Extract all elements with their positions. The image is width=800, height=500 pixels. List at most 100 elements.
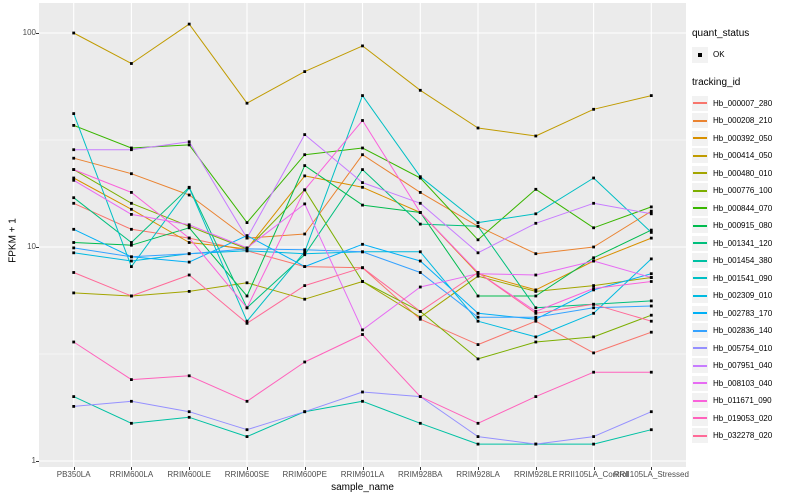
legend-item-Hb_007951_040: Hb_007951_040 <box>692 357 798 375</box>
data-point <box>534 317 538 321</box>
data-point <box>72 112 76 115</box>
legend-label: Hb_000007_280 <box>713 98 773 108</box>
data-point <box>649 276 653 279</box>
data-point <box>534 310 538 313</box>
data-point <box>187 186 191 190</box>
data-point <box>534 273 538 277</box>
data-point <box>534 335 538 339</box>
x-tick-mark <box>362 467 364 470</box>
series-color-line-icon <box>693 434 707 437</box>
data-point <box>592 302 595 306</box>
data-point <box>361 44 364 48</box>
legend-item-Hb_000844_070: Hb_000844_070 <box>692 200 798 218</box>
legend-item-Hb_008103_040: Hb_008103_040 <box>692 375 798 393</box>
data-point <box>130 172 133 176</box>
data-point <box>418 201 422 205</box>
legend-item-Hb_000776_100: Hb_000776_100 <box>692 182 798 200</box>
legend-item-Hb_001454_380: Hb_001454_380 <box>692 252 798 270</box>
data-point <box>361 153 364 157</box>
x-tick-mark <box>651 467 653 470</box>
data-point <box>592 370 595 374</box>
y-tick-mark <box>36 461 39 462</box>
data-point <box>72 124 76 127</box>
data-point <box>476 126 480 130</box>
legend-item-Hb_000208_210: Hb_000208_210 <box>692 112 798 130</box>
legend-label: Hb_000915_080 <box>713 221 773 231</box>
data-point <box>361 94 364 97</box>
data-point <box>649 299 653 303</box>
legend-key-swatch <box>692 235 708 251</box>
x-tick-mark <box>189 467 191 470</box>
data-point <box>361 328 364 332</box>
legend-key-swatch <box>692 253 708 269</box>
legend-item-Hb_001541_090: Hb_001541_090 <box>692 270 798 288</box>
black-point-icon <box>698 52 702 57</box>
y-axis-title: FPKM + 1 <box>7 218 19 263</box>
legend-label-ok: OK <box>713 50 725 60</box>
data-point <box>534 395 538 398</box>
data-point <box>418 317 422 321</box>
legend-label: Hb_000414_050 <box>713 151 773 161</box>
data-point <box>592 284 595 287</box>
data-point <box>130 241 133 244</box>
data-point <box>534 442 538 446</box>
data-point <box>418 259 422 263</box>
legend-item-Hb_000915_080: Hb_000915_080 <box>692 217 798 235</box>
data-point <box>187 260 191 264</box>
data-point <box>72 176 76 180</box>
x-tick-label: RRIM600LA <box>109 470 154 479</box>
data-point <box>187 193 191 197</box>
data-point <box>361 168 364 171</box>
data-point <box>592 226 595 230</box>
legend-item-ok: OK <box>692 46 798 64</box>
data-point <box>476 221 480 224</box>
data-point <box>303 360 307 364</box>
data-point <box>592 311 595 315</box>
legend-key-swatch <box>692 270 708 286</box>
data-point <box>361 242 364 246</box>
data-point <box>361 280 364 283</box>
data-point <box>72 196 76 200</box>
data-point <box>592 306 595 310</box>
data-point <box>72 178 76 182</box>
data-point <box>303 133 307 136</box>
data-point <box>476 442 480 446</box>
data-point <box>72 251 76 255</box>
series-color-line-icon <box>693 417 707 420</box>
chart-svg <box>39 3 686 467</box>
data-point <box>245 101 249 105</box>
series-color-line-icon <box>693 347 707 350</box>
data-point <box>245 246 249 250</box>
data-point <box>303 410 307 414</box>
data-point <box>303 188 307 192</box>
legend-item-Hb_011671_090: Hb_011671_090 <box>692 392 798 410</box>
data-point <box>361 250 364 254</box>
series-color-line-icon <box>693 329 707 332</box>
series-color-line-icon <box>693 154 707 157</box>
data-point <box>418 175 422 179</box>
data-point <box>245 234 249 237</box>
legend-label: Hb_001454_380 <box>713 256 773 266</box>
data-point <box>72 241 76 244</box>
data-point <box>649 212 653 216</box>
x-tick-mark <box>535 467 537 470</box>
data-point <box>130 62 133 65</box>
data-point <box>534 319 538 323</box>
x-tick-label: RRIM600PE <box>282 470 327 479</box>
series-color-line-icon <box>693 259 707 262</box>
data-point <box>534 311 538 315</box>
data-point <box>130 255 133 259</box>
data-point <box>649 231 653 234</box>
data-point <box>649 428 653 432</box>
data-point <box>72 156 76 160</box>
data-point <box>361 390 364 394</box>
legend-key-swatch <box>692 375 708 391</box>
data-point <box>592 176 595 180</box>
data-point <box>649 280 653 283</box>
data-point <box>361 333 364 336</box>
data-point <box>187 290 191 293</box>
data-point <box>476 343 480 346</box>
data-point <box>476 315 480 319</box>
data-point <box>649 319 653 323</box>
